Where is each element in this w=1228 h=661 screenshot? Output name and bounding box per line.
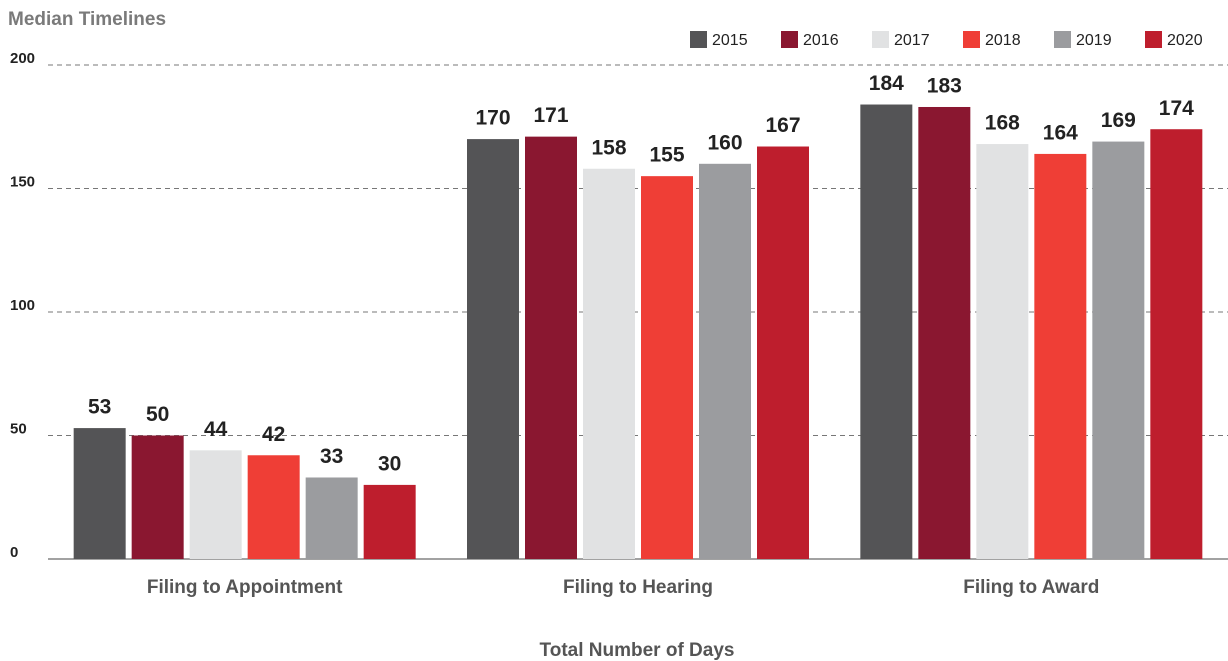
value-label: 42 xyxy=(262,423,285,446)
bar xyxy=(467,139,519,559)
legend-swatch xyxy=(963,31,980,48)
legend-label: 2019 xyxy=(1076,32,1112,49)
value-label: 174 xyxy=(1159,97,1194,120)
legend-label: 2020 xyxy=(1167,32,1203,49)
legend-swatch xyxy=(690,31,707,48)
y-tick-label: 150 xyxy=(10,173,35,190)
value-label: 167 xyxy=(765,114,800,137)
legend-swatch xyxy=(781,31,798,48)
y-tick-label: 200 xyxy=(10,50,35,67)
chart-title: Median Timelines xyxy=(8,9,166,30)
value-label: 158 xyxy=(591,136,626,159)
bar xyxy=(525,136,577,559)
bar xyxy=(583,168,635,560)
value-label: 169 xyxy=(1101,109,1136,132)
value-label: 30 xyxy=(378,452,401,475)
value-label: 50 xyxy=(146,403,169,426)
bar xyxy=(189,450,242,559)
value-label: 53 xyxy=(88,396,111,419)
value-label: 33 xyxy=(320,445,343,468)
value-label: 183 xyxy=(927,75,962,98)
legend-label: 2017 xyxy=(894,32,930,49)
bar xyxy=(860,104,913,560)
bar xyxy=(641,176,693,559)
bar xyxy=(363,484,416,559)
value-label: 184 xyxy=(869,72,904,95)
bar xyxy=(1092,141,1145,559)
bar xyxy=(699,163,751,560)
bar xyxy=(1150,129,1203,559)
value-label: 170 xyxy=(475,107,510,130)
bar xyxy=(305,477,358,559)
bar xyxy=(131,435,184,559)
y-tick-label: 100 xyxy=(10,297,35,314)
x-tick-label: Filing to Hearing xyxy=(563,577,713,598)
legend-swatch xyxy=(1145,31,1162,48)
x-tick-label: Filing to Appointment xyxy=(147,577,343,598)
value-label: 155 xyxy=(649,144,684,167)
legend-label: 2018 xyxy=(985,32,1021,49)
bar xyxy=(918,106,971,560)
x-axis-label: Total Number of Days xyxy=(540,640,735,661)
value-label: 160 xyxy=(707,131,742,154)
bar xyxy=(757,146,809,559)
bar xyxy=(247,455,300,559)
value-label: 171 xyxy=(533,104,568,127)
value-label: 168 xyxy=(985,112,1020,135)
bar xyxy=(1034,153,1087,560)
legend-swatch xyxy=(872,31,889,48)
bar xyxy=(976,144,1029,560)
y-tick-label: 50 xyxy=(10,420,27,437)
legend-swatch xyxy=(1054,31,1071,48)
legend-label: 2015 xyxy=(712,32,748,49)
value-label: 44 xyxy=(204,418,228,441)
value-label: 164 xyxy=(1043,121,1078,144)
legend-label: 2016 xyxy=(803,32,839,49)
y-tick-label: 0 xyxy=(10,544,18,561)
x-tick-label: Filing to Award xyxy=(963,577,1099,598)
bar xyxy=(73,428,126,559)
